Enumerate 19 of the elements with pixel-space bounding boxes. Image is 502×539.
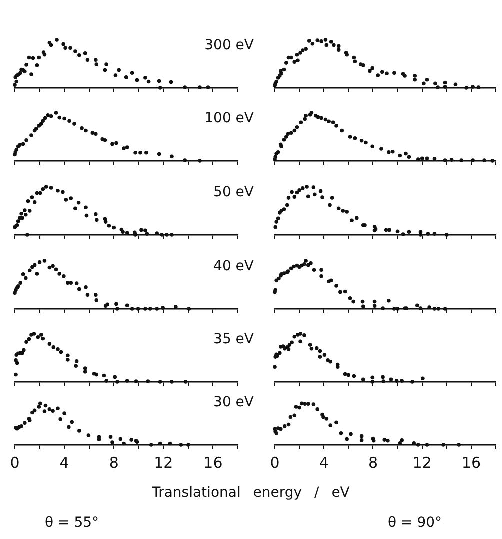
x-tick-label: 4 <box>60 454 70 472</box>
chart-title: 40 eV <box>214 258 254 275</box>
x-tick-label: 12 <box>412 454 432 472</box>
chart-title: 100 eV <box>204 110 254 127</box>
x-tick-label: 4 <box>319 454 329 472</box>
chart-title: 35 eV <box>214 332 254 348</box>
text: θ = 55° <box>45 515 100 531</box>
chart-title: 300 eV <box>204 38 254 54</box>
x-tick-label: 8 <box>368 454 378 472</box>
chart-title: 50 eV <box>214 184 254 201</box>
chart-title: 30 eV <box>214 394 254 411</box>
x-axis-title: Translational energy / eV <box>151 485 351 501</box>
x-tick-label: 0 <box>10 454 20 472</box>
text: θ = 90° <box>388 515 442 531</box>
x-tick-label: 16 <box>204 454 223 472</box>
x-tick-label: 16 <box>462 454 481 472</box>
x-tick-label: 8 <box>109 454 119 472</box>
x-tick-label: 12 <box>154 454 174 472</box>
x-tick-label: 0 <box>270 454 280 472</box>
